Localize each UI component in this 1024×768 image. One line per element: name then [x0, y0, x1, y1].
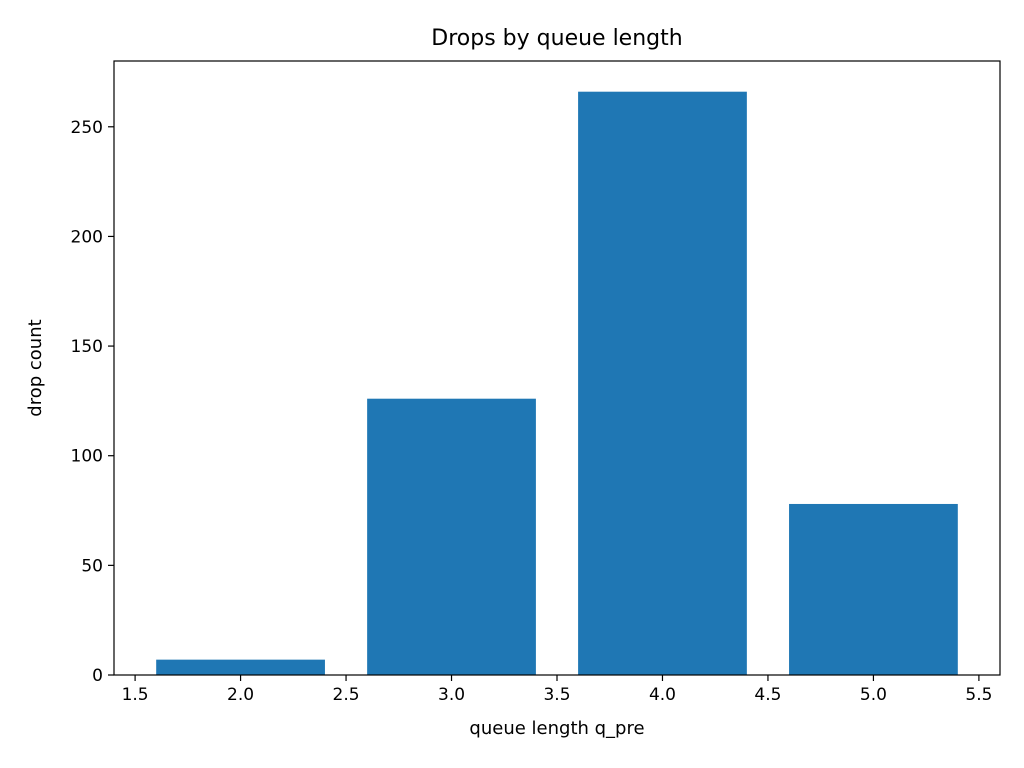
x-tick-label: 5.5 — [965, 685, 992, 705]
y-tick-label: 200 — [71, 227, 103, 247]
y-axis-label: drop count — [25, 319, 46, 416]
x-tick-label: 3.0 — [438, 685, 465, 705]
x-tick-label: 1.5 — [122, 685, 149, 705]
y-tick-label: 150 — [71, 337, 103, 357]
bar-2.0 — [156, 659, 325, 675]
bar-3.0 — [367, 398, 536, 675]
x-axis-ticks: 1.5 2.0 2.5 3.0 3.5 4.0 4.5 5.0 5.5 — [122, 675, 992, 705]
y-tick-label: 0 — [92, 666, 103, 686]
y-tick-label: 50 — [81, 556, 103, 576]
bars-group — [156, 91, 958, 675]
chart-title: Drops by queue length — [431, 26, 682, 51]
y-axis-ticks: 0 50 100 150 200 250 — [71, 118, 114, 686]
y-tick-label: 100 — [71, 447, 103, 467]
x-tick-label: 2.5 — [333, 685, 360, 705]
plot-frame — [113, 60, 1001, 676]
x-tick-label: 2.0 — [227, 685, 254, 705]
x-tick-label: 4.0 — [649, 685, 676, 705]
x-tick-label: 4.5 — [754, 685, 781, 705]
x-axis-label: queue length q_pre — [469, 718, 644, 739]
bar-5.0 — [789, 503, 958, 675]
x-tick-label: 5.0 — [860, 685, 887, 705]
x-tick-label: 3.5 — [543, 685, 570, 705]
y-tick-label: 250 — [71, 118, 103, 138]
bar-4.0 — [578, 91, 747, 675]
